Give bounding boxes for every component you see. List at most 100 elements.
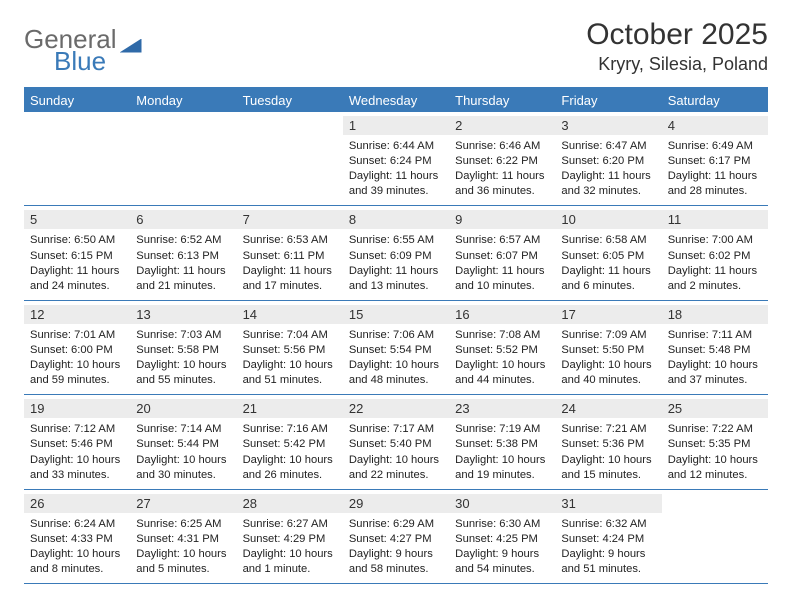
day-cell: 9Sunrise: 6:57 AMSunset: 6:07 PMDaylight…: [449, 206, 555, 299]
day-day1: Daylight: 10 hours: [455, 453, 549, 468]
day-sunrise: Sunrise: 7:04 AM: [243, 328, 337, 343]
day-sunrise: Sunrise: 7:03 AM: [136, 328, 230, 343]
day-number: [662, 494, 768, 513]
day-day2: and 12 minutes.: [668, 468, 762, 483]
day-day2: and 19 minutes.: [455, 468, 549, 483]
day-sunset: Sunset: 6:07 PM: [455, 249, 549, 264]
day-sunset: Sunset: 5:46 PM: [30, 437, 124, 452]
day-number: 3: [555, 116, 661, 135]
day-number: 2: [449, 116, 555, 135]
day-day2: and 55 minutes.: [136, 373, 230, 388]
day-sunset: Sunset: 4:29 PM: [243, 532, 337, 547]
day-sunset: Sunset: 6:15 PM: [30, 249, 124, 264]
day-day2: and 24 minutes.: [30, 279, 124, 294]
day-sunset: Sunset: 6:22 PM: [455, 154, 549, 169]
day-day2: and 54 minutes.: [455, 562, 549, 577]
week-row: 5Sunrise: 6:50 AMSunset: 6:15 PMDaylight…: [24, 206, 768, 300]
day-cell: 8Sunrise: 6:55 AMSunset: 6:09 PMDaylight…: [343, 206, 449, 299]
day-cell: 30Sunrise: 6:30 AMSunset: 4:25 PMDayligh…: [449, 490, 555, 583]
day-day1: Daylight: 10 hours: [243, 453, 337, 468]
day-day1: Daylight: 11 hours: [561, 264, 655, 279]
day-number: [130, 116, 236, 135]
day-day1: Daylight: 10 hours: [455, 358, 549, 373]
day-cell: 16Sunrise: 7:08 AMSunset: 5:52 PMDayligh…: [449, 301, 555, 394]
day-day1: Daylight: 11 hours: [136, 264, 230, 279]
day-sunset: Sunset: 4:31 PM: [136, 532, 230, 547]
day-cell: [130, 112, 236, 205]
day-day1: Daylight: 11 hours: [668, 264, 762, 279]
day-day1: Daylight: 10 hours: [30, 358, 124, 373]
day-day1: Daylight: 11 hours: [455, 169, 549, 184]
dow-mon: Monday: [130, 89, 236, 112]
day-day1: Daylight: 9 hours: [349, 547, 443, 562]
day-cell: 17Sunrise: 7:09 AMSunset: 5:50 PMDayligh…: [555, 301, 661, 394]
day-sunset: Sunset: 5:42 PM: [243, 437, 337, 452]
day-day2: and 39 minutes.: [349, 184, 443, 199]
day-sunrise: Sunrise: 6:52 AM: [136, 233, 230, 248]
day-sunset: Sunset: 5:50 PM: [561, 343, 655, 358]
day-number: 8: [343, 210, 449, 229]
day-cell: 12Sunrise: 7:01 AMSunset: 6:00 PMDayligh…: [24, 301, 130, 394]
day-sunset: Sunset: 6:13 PM: [136, 249, 230, 264]
day-day1: Daylight: 10 hours: [30, 453, 124, 468]
dow-sun: Sunday: [24, 89, 130, 112]
day-cell: 6Sunrise: 6:52 AMSunset: 6:13 PMDaylight…: [130, 206, 236, 299]
day-day1: Daylight: 10 hours: [136, 358, 230, 373]
day-cell: 25Sunrise: 7:22 AMSunset: 5:35 PMDayligh…: [662, 395, 768, 488]
day-day1: Daylight: 11 hours: [668, 169, 762, 184]
day-sunset: Sunset: 6:20 PM: [561, 154, 655, 169]
day-sunrise: Sunrise: 7:12 AM: [30, 422, 124, 437]
day-day2: and 10 minutes.: [455, 279, 549, 294]
day-day2: and 15 minutes.: [561, 468, 655, 483]
day-day2: and 17 minutes.: [243, 279, 337, 294]
day-sunrise: Sunrise: 6:32 AM: [561, 517, 655, 532]
day-sunset: Sunset: 6:09 PM: [349, 249, 443, 264]
day-sunset: Sunset: 5:54 PM: [349, 343, 443, 358]
day-day2: and 21 minutes.: [136, 279, 230, 294]
dow-tue: Tuesday: [237, 89, 343, 112]
day-day2: and 36 minutes.: [455, 184, 549, 199]
day-number: 31: [555, 494, 661, 513]
day-sunrise: Sunrise: 6:46 AM: [455, 139, 549, 154]
day-sunset: Sunset: 6:05 PM: [561, 249, 655, 264]
day-number: [24, 116, 130, 135]
day-day1: Daylight: 10 hours: [349, 358, 443, 373]
day-sunset: Sunset: 4:33 PM: [30, 532, 124, 547]
day-day1: Daylight: 11 hours: [349, 169, 443, 184]
day-number: 30: [449, 494, 555, 513]
day-day2: and 37 minutes.: [668, 373, 762, 388]
day-day1: Daylight: 11 hours: [30, 264, 124, 279]
dow-wed: Wednesday: [343, 89, 449, 112]
day-sunset: Sunset: 5:40 PM: [349, 437, 443, 452]
day-day2: and 1 minute.: [243, 562, 337, 577]
day-sunrise: Sunrise: 6:55 AM: [349, 233, 443, 248]
day-day1: Daylight: 10 hours: [136, 453, 230, 468]
day-sunrise: Sunrise: 7:06 AM: [349, 328, 443, 343]
day-day2: and 30 minutes.: [136, 468, 230, 483]
weeks-container: 1Sunrise: 6:44 AMSunset: 6:24 PMDaylight…: [24, 112, 768, 584]
day-number: 25: [662, 399, 768, 418]
location: Kryry, Silesia, Poland: [586, 54, 768, 75]
day-sunset: Sunset: 4:27 PM: [349, 532, 443, 547]
day-number: 15: [343, 305, 449, 324]
logo-triangle-icon: [120, 39, 142, 53]
day-sunset: Sunset: 5:56 PM: [243, 343, 337, 358]
day-day2: and 40 minutes.: [561, 373, 655, 388]
day-sunset: Sunset: 6:24 PM: [349, 154, 443, 169]
calendar: Sunday Monday Tuesday Wednesday Thursday…: [24, 87, 768, 584]
day-sunrise: Sunrise: 6:25 AM: [136, 517, 230, 532]
day-cell: 23Sunrise: 7:19 AMSunset: 5:38 PMDayligh…: [449, 395, 555, 488]
day-cell: [662, 490, 768, 583]
day-cell: [24, 112, 130, 205]
day-cell: 15 Sunrise: 7:06 AMSunset: 5:54 PMDayligh…: [343, 301, 449, 394]
day-day1: Daylight: 10 hours: [30, 547, 124, 562]
day-number: 18: [662, 305, 768, 324]
day-number: 1: [343, 116, 449, 135]
day-cell: 20Sunrise: 7:14 AMSunset: 5:44 PMDayligh…: [130, 395, 236, 488]
day-sunrise: Sunrise: 6:44 AM: [349, 139, 443, 154]
day-sunrise: Sunrise: 7:17 AM: [349, 422, 443, 437]
day-day2: and 48 minutes.: [349, 373, 443, 388]
day-day2: and 44 minutes.: [455, 373, 549, 388]
day-cell: 11Sunrise: 7:00 AMSunset: 6:02 PMDayligh…: [662, 206, 768, 299]
day-sunrise: Sunrise: 6:57 AM: [455, 233, 549, 248]
